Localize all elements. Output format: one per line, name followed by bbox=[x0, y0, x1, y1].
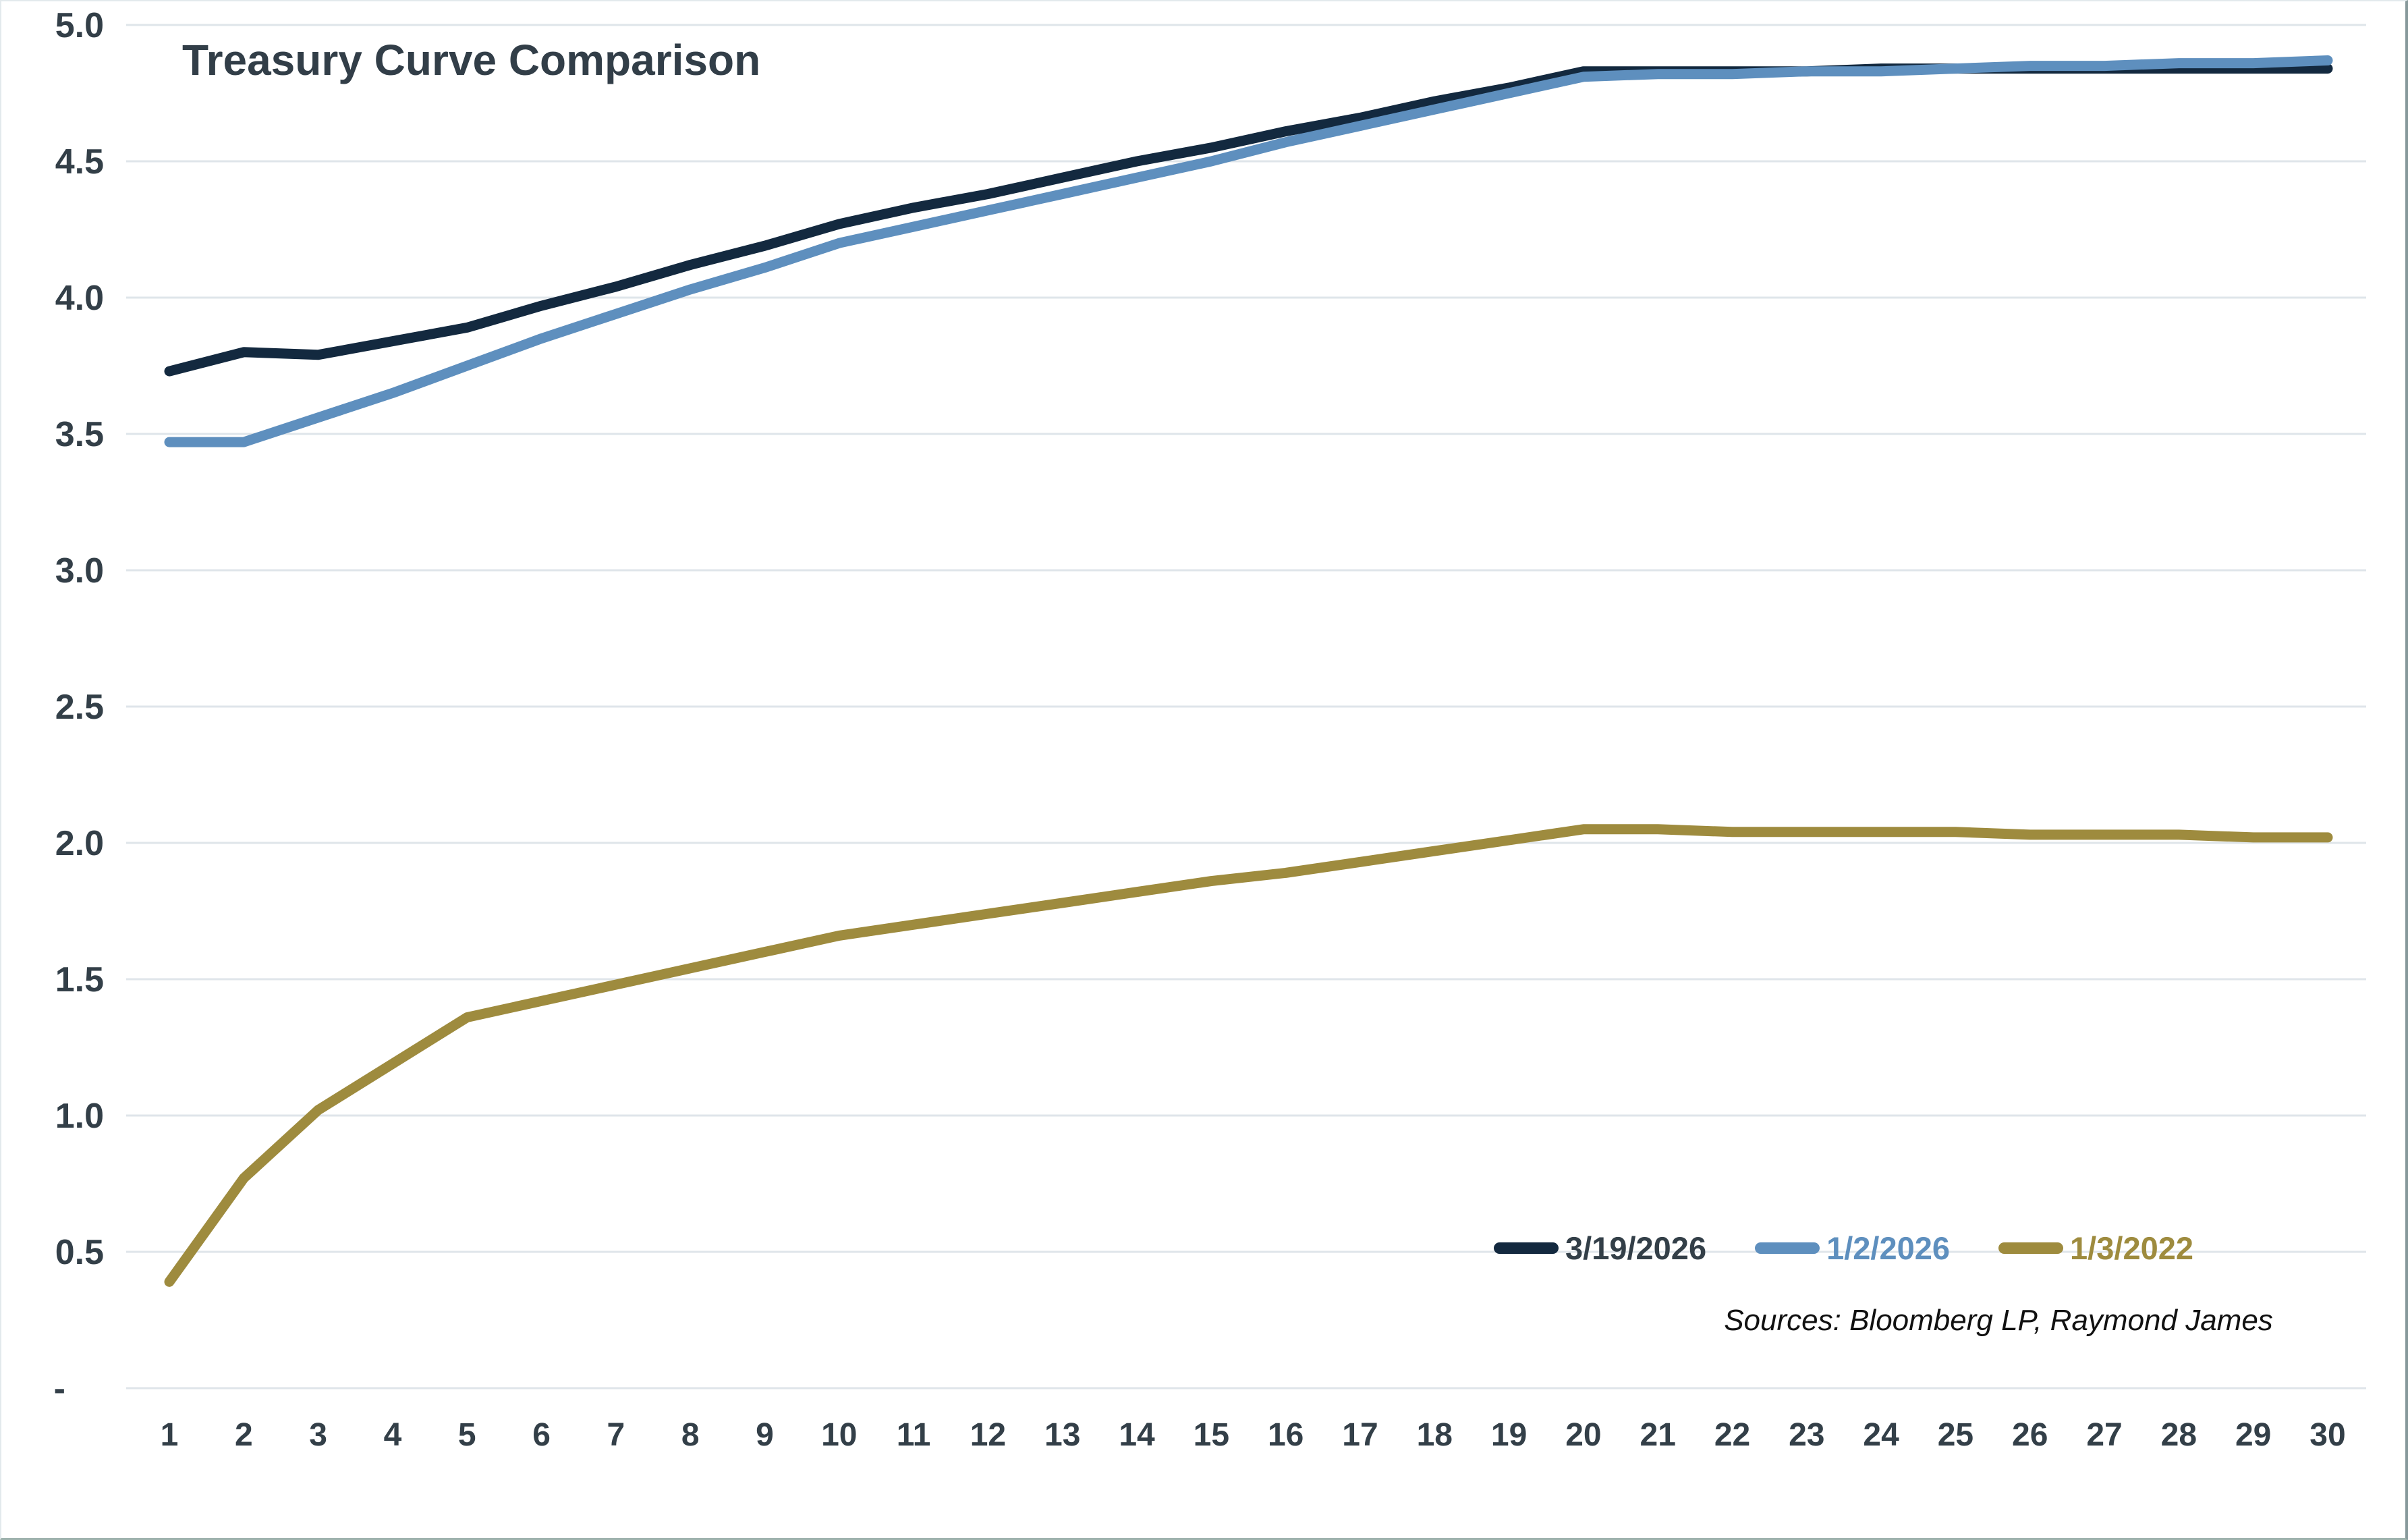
source-note: Sources: Bloomberg LP, Raymond James bbox=[1724, 1304, 2273, 1337]
x-tick-label: 9 bbox=[756, 1417, 774, 1453]
legend-swatch-series1 bbox=[1494, 1242, 1559, 1254]
y-tick-label: - bbox=[54, 1369, 65, 1408]
x-tick-label: 19 bbox=[1491, 1417, 1527, 1453]
x-tick-label: 7 bbox=[607, 1417, 625, 1453]
legend-item: 1/2/2026 bbox=[1755, 1230, 1950, 1267]
y-tick-label: 4.0 bbox=[55, 279, 104, 318]
x-tick-label: 18 bbox=[1417, 1417, 1453, 1453]
legend-item: 3/19/2026 bbox=[1494, 1230, 1706, 1267]
x-tick-label: 5 bbox=[458, 1417, 476, 1453]
legend-swatch-series2 bbox=[1755, 1242, 1820, 1254]
x-tick-label: 20 bbox=[1565, 1417, 1601, 1453]
y-tick-label: 0.5 bbox=[55, 1233, 104, 1272]
x-tick-label: 22 bbox=[1714, 1417, 1750, 1453]
series-line-3/19/2026 bbox=[164, 63, 2333, 377]
legend: 3/19/2026 1/2/2026 1/3/2022 bbox=[1494, 1230, 2193, 1267]
legend-label-series1: 3/19/2026 bbox=[1565, 1230, 1707, 1266]
x-tick-label: 14 bbox=[1119, 1417, 1155, 1453]
y-tick-label: 2.5 bbox=[55, 688, 104, 727]
series-line-1/3/2022 bbox=[164, 824, 2333, 1287]
x-tick-label: 10 bbox=[821, 1417, 857, 1453]
y-tick-label: 4.5 bbox=[55, 142, 104, 182]
chart-title: Treasury Curve Comparison bbox=[182, 36, 761, 84]
x-tick-label: 15 bbox=[1194, 1417, 1229, 1453]
x-tick-label: 23 bbox=[1789, 1417, 1824, 1453]
x-tick-label: 16 bbox=[1268, 1417, 1304, 1453]
x-tick-label: 17 bbox=[1342, 1417, 1378, 1453]
x-tick-label: 2 bbox=[235, 1417, 253, 1453]
x-tick-label: 3 bbox=[309, 1417, 327, 1453]
legend-label-series2: 1/2/2026 bbox=[1826, 1230, 1951, 1266]
legend-swatch-series3 bbox=[1998, 1242, 2064, 1254]
series-line-1/2/2026 bbox=[164, 55, 2333, 447]
y-tick-label: 1.0 bbox=[55, 1097, 104, 1136]
x-tick-label: 27 bbox=[2086, 1417, 2122, 1453]
x-tick-label: 12 bbox=[970, 1417, 1006, 1453]
y-tick-label: 5.0 bbox=[55, 6, 104, 45]
y-tick-label: 3.5 bbox=[55, 415, 104, 454]
x-tick-label: 13 bbox=[1044, 1417, 1080, 1453]
x-tick-label: 28 bbox=[2161, 1417, 2197, 1453]
legend-label-series3: 1/3/2022 bbox=[2070, 1230, 2193, 1266]
x-tick-label: 8 bbox=[681, 1417, 700, 1453]
y-tick-label: 1.5 bbox=[55, 960, 104, 999]
x-tick-label: 21 bbox=[1640, 1417, 1676, 1453]
y-tick-label: 3.0 bbox=[55, 551, 104, 590]
x-tick-label: 11 bbox=[897, 1417, 931, 1453]
x-tick-label: 26 bbox=[2012, 1417, 2048, 1453]
x-tick-label: 1 bbox=[161, 1417, 179, 1453]
legend-item: 1/3/2022 bbox=[1998, 1230, 2193, 1267]
x-tick-label: 6 bbox=[532, 1417, 551, 1453]
x-tick-label: 29 bbox=[2235, 1417, 2271, 1453]
x-tick-label: 30 bbox=[2309, 1417, 2345, 1453]
x-tick-label: 24 bbox=[1863, 1417, 1899, 1453]
x-tick-label: 4 bbox=[384, 1417, 402, 1453]
x-tick-label: 25 bbox=[1938, 1417, 1973, 1453]
y-tick-label: 2.0 bbox=[55, 824, 104, 863]
